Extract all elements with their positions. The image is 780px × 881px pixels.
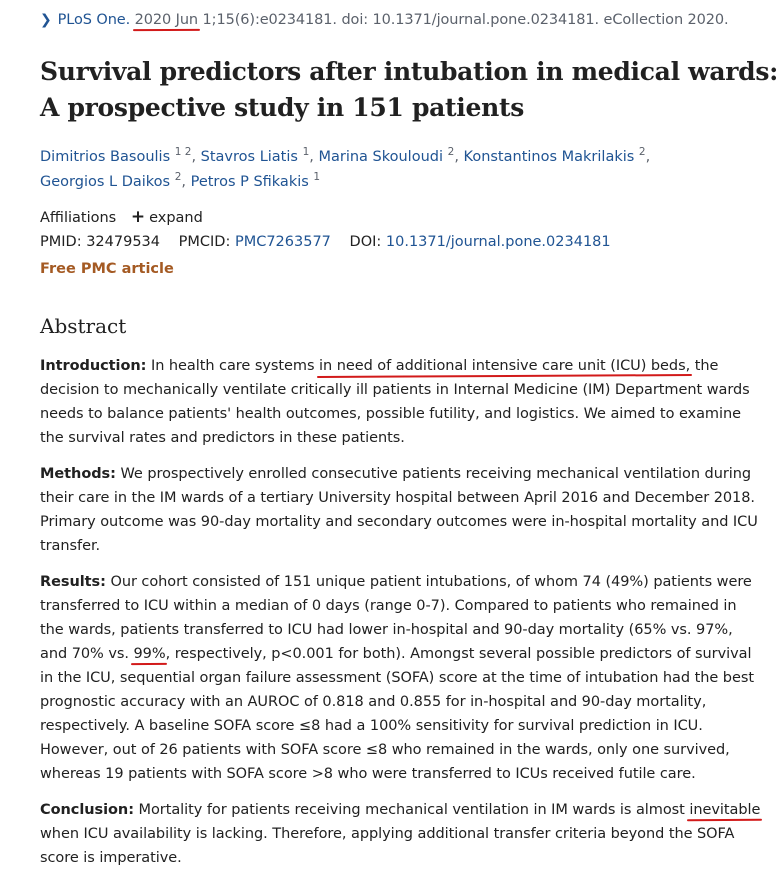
abstract-results: Results: Our cohort consisted of 151 uni…	[40, 570, 762, 786]
pmid-value: 32479534	[86, 234, 161, 250]
author-link[interactable]: Georgios L Daikos	[40, 174, 171, 190]
author-separator: ,	[309, 149, 319, 165]
abstract-introduction: Introduction: In health care systems in …	[40, 354, 762, 450]
author-affiliation-number[interactable]: 2	[447, 146, 455, 159]
plus-icon: +	[130, 207, 146, 227]
abstract-heading: Abstract	[40, 314, 127, 338]
pmcid-label: PMCID:	[178, 234, 231, 250]
author-separator: ,	[645, 149, 651, 165]
author-separator: ,	[191, 149, 201, 165]
expand-label: expand	[149, 210, 203, 226]
author-link[interactable]: Marina Skouloudi	[318, 149, 444, 165]
results-underlined-value: 99%	[133, 646, 166, 662]
affiliations-label: Affiliations	[40, 210, 117, 226]
article-title-line-2: A prospective study in 151 patients	[40, 93, 524, 122]
chevron-right-icon[interactable]: ❯	[40, 12, 52, 28]
article-title: Survival predictors after intubation in …	[40, 54, 780, 126]
affiliations-row: Affiliations + expand	[40, 207, 203, 227]
author-separator: ,	[181, 174, 191, 190]
introduction-text-end: the decision to mechanically ventilate c…	[40, 358, 750, 446]
author-affiliation-number[interactable]: 2	[174, 171, 182, 184]
author-link[interactable]: Konstantinos Makrilakis	[463, 149, 635, 165]
free-pmc-article-badge[interactable]: Free PMC article	[40, 261, 174, 277]
pmid-label: PMID:	[40, 234, 82, 250]
identifiers-row: PMID: 32479534 PMCID: PMC7263577 DOI: 10…	[40, 234, 611, 250]
introduction-underlined-phrase: in need of additional intensive care uni…	[319, 358, 691, 374]
author-affiliation-number[interactable]: 1 2	[174, 146, 192, 159]
author-affiliation-number[interactable]: 2	[638, 146, 646, 159]
publication-date: 2020 Jun	[134, 12, 199, 28]
introduction-label: Introduction:	[40, 358, 147, 374]
article-title-line-1: Survival predictors after intubation in …	[40, 57, 779, 86]
conclusion-underlined-word: inevitable	[689, 802, 761, 818]
abstract-conclusion: Conclusion: Mortality for patients recei…	[40, 798, 762, 870]
author-separator: ,	[454, 149, 464, 165]
journal-link[interactable]: PLoS One.	[57, 12, 131, 28]
citation-line: ❯ PLoS One. 2020 Jun 1;15(6):e0234181. do…	[40, 12, 729, 28]
author-affiliation-number[interactable]: 1	[313, 171, 321, 184]
author-link[interactable]: Dimitrios Basoulis	[40, 149, 171, 165]
conclusion-label: Conclusion:	[40, 802, 134, 818]
introduction-text-start: In health care systems	[150, 358, 320, 374]
doi-label: DOI:	[349, 234, 382, 250]
results-text-end: , respectively, p<0.001 for both). Among…	[40, 646, 754, 782]
pmcid-link[interactable]: PMC7263577	[234, 234, 331, 250]
results-label: Results:	[40, 574, 106, 590]
conclusion-text-end: when ICU availability is lacking. Theref…	[40, 826, 735, 866]
citation-details: 1;15(6):e0234181. doi: 10.1371/journal.p…	[202, 12, 729, 28]
expand-affiliations-button[interactable]: + expand	[130, 207, 203, 227]
methods-label: Methods:	[40, 466, 116, 482]
results-text-start: Our cohort consisted of 151 unique patie…	[40, 574, 752, 662]
author-affiliation-number[interactable]: 1	[302, 146, 310, 159]
author-link[interactable]: Petros P Sfikakis	[190, 174, 309, 190]
methods-text: We prospectively enrolled consecutive pa…	[40, 466, 758, 554]
author-list: Dimitrios Basoulis 1 2, Stavros Liatis 1…	[40, 145, 730, 195]
author-link[interactable]: Stavros Liatis	[200, 149, 298, 165]
abstract-methods: Methods: We prospectively enrolled conse…	[40, 462, 762, 558]
doi-link[interactable]: 10.1371/journal.pone.0234181	[385, 234, 611, 250]
conclusion-text-start: Mortality for patients receiving mechani…	[138, 802, 690, 818]
